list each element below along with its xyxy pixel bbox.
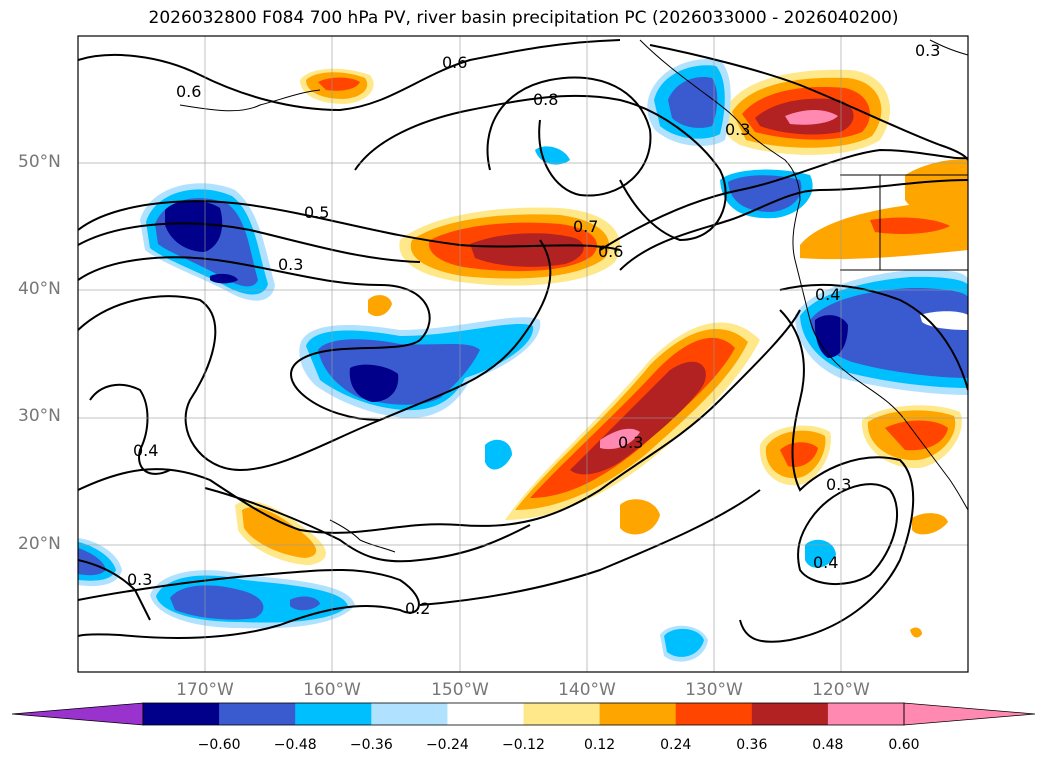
colorbar-tick-label: 0.60	[888, 737, 920, 753]
lat-label: 40°N	[18, 279, 61, 299]
negative-anomaly-west	[140, 183, 275, 301]
gridlines	[78, 36, 968, 672]
lon-label: 150°W	[431, 680, 489, 700]
lon-label: 120°W	[812, 680, 870, 700]
pv-contour-0.3-southwest	[78, 559, 151, 621]
contour-label: 0.3	[725, 120, 750, 139]
pv-contour-0.5-east	[599, 148, 968, 251]
lon-label: 140°W	[558, 680, 616, 700]
pv-contour-0.8	[486, 76, 652, 197]
contour-label: 0.3	[826, 475, 851, 494]
contour-label: 0.5	[304, 203, 329, 222]
colorbar-segment	[219, 703, 296, 725]
colorbar-tick-label: 0.12	[584, 737, 616, 753]
contour-label: 0.4	[133, 441, 158, 460]
positive-anomaly-northwest-coast	[721, 69, 890, 155]
colorbar-segment	[827, 703, 905, 725]
pv-contour-0.3-west	[78, 256, 431, 421]
colorbar-tick-label: −0.36	[349, 737, 393, 753]
contour-label: 0.8	[533, 90, 558, 109]
plot-frame	[77, 35, 969, 673]
contour-label: 0.7	[573, 217, 598, 236]
colorbar-segment	[295, 703, 372, 725]
pv-contour-0.4-west	[78, 222, 421, 263]
colorbar-segment	[447, 703, 524, 725]
pv-contour-0.5-north	[649, 44, 968, 161]
contour-labels: 0.6 0.6 0.8 0.5 0.3 0.7 0.6 0.4 0.3 0.4 …	[127, 41, 940, 618]
colorbar-segment	[371, 703, 448, 725]
colorbar-tick-label: 0.36	[736, 737, 768, 753]
pv-contour-0.3-east	[739, 309, 915, 643]
colorbar-tick-label: −0.60	[197, 737, 241, 753]
aleutian-islands	[179, 89, 321, 112]
pv-contour-0.6-north	[78, 39, 621, 112]
contour-label: 0.4	[813, 553, 838, 572]
colorbar-segment	[599, 703, 677, 725]
negative-anomaly-east	[795, 269, 968, 395]
colorbar-segment	[143, 703, 220, 725]
lon-label: 160°W	[303, 680, 361, 700]
pv-contour-0.2	[78, 569, 420, 639]
colorbar-segment	[675, 703, 753, 725]
pv-contour-0.5	[78, 200, 621, 251]
colorbar-tick-label: −0.48	[273, 737, 317, 753]
contour-label: 0.4	[815, 285, 840, 304]
positive-anomaly-small-patches	[235, 68, 968, 638]
contour-label: 0.6	[598, 242, 623, 261]
colorbar-segment	[904, 703, 1035, 725]
lat-label: 50°N	[18, 152, 61, 172]
colorbar	[11, 702, 1036, 726]
pv-contour-0.35	[78, 239, 552, 472]
lat-label: 20°N	[18, 534, 61, 554]
colorbar-segment	[12, 703, 143, 725]
pv-contour-0.6-east	[619, 179, 968, 271]
contour-label: 0.2	[405, 599, 430, 618]
contour-label: 0.3	[278, 255, 303, 274]
colorbar-segment	[523, 703, 601, 725]
pv-contour-0.4-southeast	[797, 483, 898, 586]
negative-anomaly-central	[299, 317, 541, 419]
contour-label: 0.3	[127, 570, 152, 589]
colorbar-segment	[751, 703, 829, 725]
hawaiian-islands	[329, 519, 396, 553]
negative-anomaly-southwest	[78, 439, 836, 662]
lon-label: 170°W	[176, 680, 234, 700]
pv-contour-0.4-east	[779, 283, 968, 391]
map-title: 2026032800 F084 700 hPa PV, river basin …	[148, 8, 899, 28]
contour-label: 0.3	[915, 41, 940, 60]
contour-label: 0.3	[618, 433, 643, 452]
north-coast-fragment	[929, 39, 968, 56]
coastlines	[179, 39, 968, 553]
lon-label: 130°W	[685, 680, 743, 700]
colorbar-segments	[12, 703, 1035, 725]
contour-label: 0.6	[442, 53, 467, 72]
colorbar-tick-label: 0.24	[660, 737, 692, 753]
contour-label: 0.6	[176, 82, 201, 101]
state-borders	[840, 174, 968, 271]
colorbar-tick-label: 0.48	[812, 737, 844, 753]
pv-contour-0.2-east	[419, 489, 761, 606]
pv-contour-0.7	[354, 94, 727, 242]
colorbar-tick-label: −0.12	[502, 737, 545, 753]
colorbar-frame	[142, 702, 905, 726]
colorbar-tick-label: −0.24	[425, 737, 469, 753]
pv-contour-0.25	[204, 487, 531, 563]
map-plot: 0.6 0.6 0.8 0.5 0.3 0.7 0.6 0.4 0.3 0.4 …	[77, 35, 969, 673]
north-america-coastline	[639, 39, 968, 511]
lat-label: 30°N	[18, 406, 61, 426]
